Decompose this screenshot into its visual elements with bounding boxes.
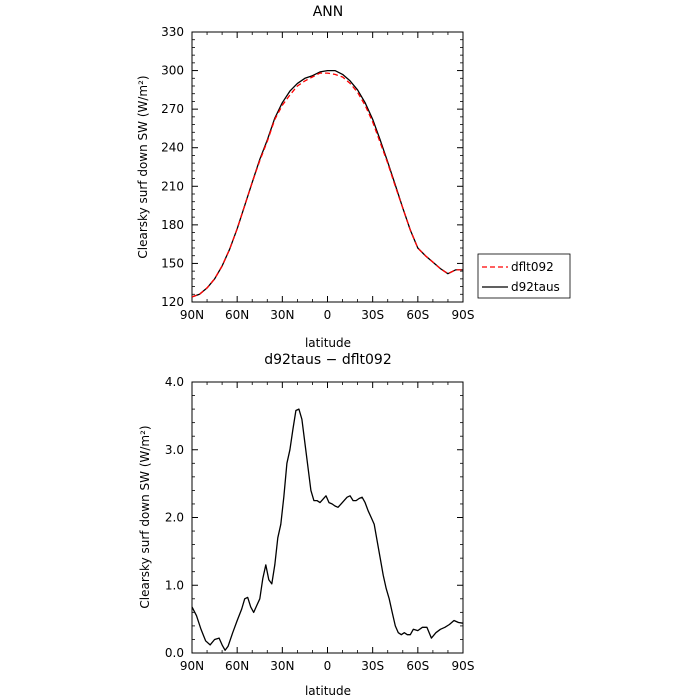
y-axis-title: Clearsky surf down SW (W/m²) bbox=[136, 75, 150, 258]
legend-entry-dflt092: dflt092 bbox=[511, 260, 554, 274]
x-axis-title: latitude bbox=[305, 684, 351, 698]
x-tick-label: 30S bbox=[361, 308, 384, 322]
plot-frame bbox=[191, 381, 464, 654]
x-tick-label: 30N bbox=[270, 659, 294, 673]
x-tick-label: 90S bbox=[452, 659, 475, 673]
x-tick-label: 90N bbox=[180, 659, 204, 673]
y-tick-label: 180 bbox=[161, 218, 184, 232]
x-tick-label: 90S bbox=[452, 308, 475, 322]
x-tick-label: 30S bbox=[361, 659, 384, 673]
y-axis-title: Clearsky surf down SW (W/m²) bbox=[138, 425, 152, 608]
y-tick-label: 1.0 bbox=[165, 578, 184, 592]
y-tick-label: 150 bbox=[161, 256, 184, 270]
y-tick-label: 3.0 bbox=[165, 443, 184, 457]
x-tick-label: 0 bbox=[324, 308, 332, 322]
series-lines bbox=[191, 69, 463, 298]
legend-box bbox=[477, 253, 571, 299]
x-tick-label: 60N bbox=[225, 659, 249, 673]
y-tick-label: 4.0 bbox=[165, 375, 184, 389]
series-line-difference bbox=[191, 408, 464, 651]
y-tick-label: 300 bbox=[161, 64, 184, 78]
y-tick-label: 210 bbox=[161, 179, 184, 193]
y-tick-label: 270 bbox=[161, 102, 184, 116]
y-ticks: 0.0 1.0 2.0 3.0 4.0 bbox=[165, 375, 463, 660]
y-tick-label: 330 bbox=[161, 25, 184, 39]
x-axis-title: latitude bbox=[305, 336, 351, 350]
series-lines bbox=[191, 408, 464, 651]
y-tick-label: 120 bbox=[161, 295, 184, 309]
legend-entry-d92taus: d92taus bbox=[511, 280, 560, 294]
x-ticks: 90N 60N 30N 0 30S 60S 90S bbox=[180, 32, 475, 322]
x-tick-label: 60N bbox=[225, 308, 249, 322]
legend: dflt092 d92taus bbox=[477, 253, 571, 299]
panel-bottom: d92taus − dflt092 90N 60N 30N 0 30S 60S 90S 0.… bbox=[138, 352, 474, 698]
y-tick-label: 2.0 bbox=[165, 511, 184, 525]
x-tick-label: 0 bbox=[324, 659, 332, 673]
chart-title: ANN bbox=[313, 4, 344, 20]
series-line-d92taus bbox=[191, 69, 463, 298]
chart-title: d92taus − dflt092 bbox=[264, 352, 391, 368]
x-tick-label: 30N bbox=[270, 308, 294, 322]
y-tick-label: 0.0 bbox=[165, 646, 184, 660]
y-ticks: 120 150 180 210 240 270 300 330 bbox=[161, 25, 463, 309]
x-tick-label: 90N bbox=[180, 308, 204, 322]
x-tick-label: 60S bbox=[406, 659, 429, 673]
x-ticks: 90N 60N 30N 0 30S 60S 90S bbox=[180, 382, 475, 673]
x-tick-label: 60S bbox=[406, 308, 429, 322]
y-tick-label: 240 bbox=[161, 141, 184, 155]
panel-top: ANN 90N 60N 30N 0 30S 60S 90S 120 150 180 210 240 2… bbox=[136, 4, 571, 350]
series-line-dflt092 bbox=[191, 72, 463, 298]
